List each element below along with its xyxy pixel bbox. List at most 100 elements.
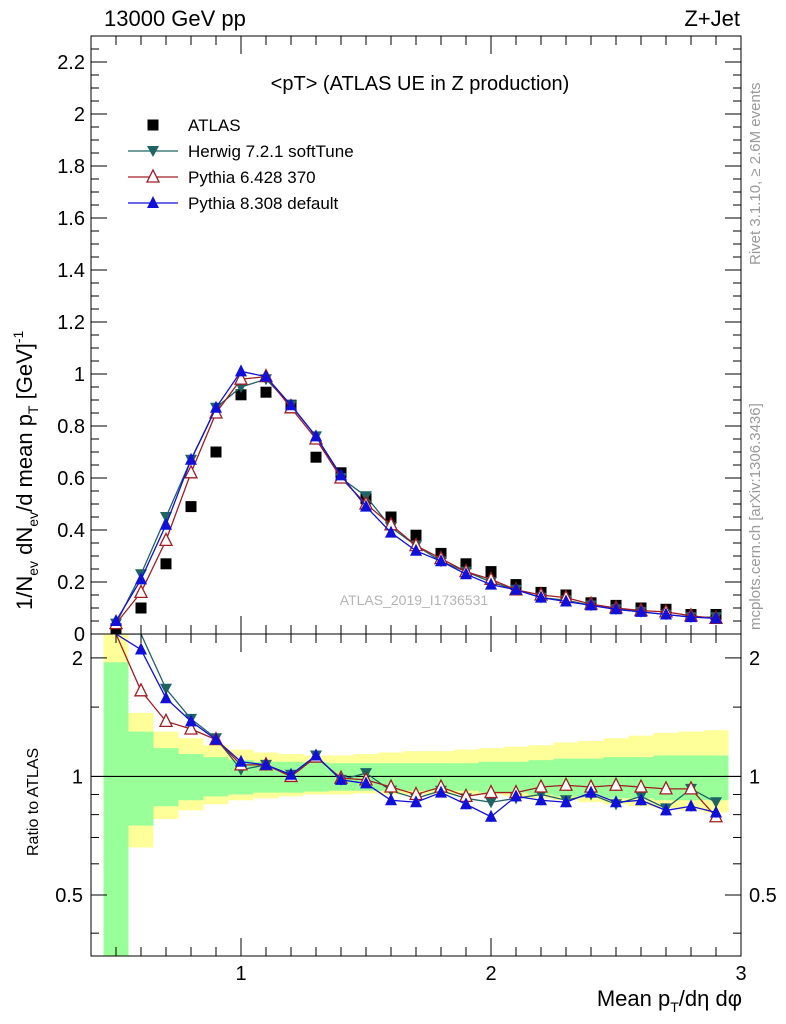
- main-y-axis-label: 1/Nev dNev/d mean pT [GeV]-1: [10, 330, 41, 610]
- data-point: [135, 572, 147, 585]
- data-point: [585, 598, 597, 611]
- main-y-tick-label: 1.8: [57, 156, 85, 178]
- legend-marker: [147, 119, 159, 131]
- data-point: [160, 517, 172, 530]
- ratio-y-tick-label-right: 2: [749, 648, 760, 670]
- ratio-point: [635, 793, 647, 806]
- ratio-point: [158, 712, 174, 728]
- ratio-point: [460, 797, 472, 810]
- data-point: [110, 614, 122, 626]
- data-point: [410, 543, 422, 556]
- main-y-tick-label: 1: [74, 364, 85, 386]
- series-pythia-8-308-default: [110, 364, 722, 626]
- ratio-point: [658, 780, 674, 795]
- ratio-point: [685, 799, 697, 812]
- data-point: [635, 604, 647, 617]
- main-y-tick-label: 1.4: [57, 260, 85, 282]
- rivet-label: Rivet 3.1.10, ≥ 2.6M events: [747, 83, 764, 266]
- ratio-point: [683, 780, 699, 795]
- x-tick-label: 3: [735, 963, 746, 985]
- ratio-point: [660, 803, 672, 816]
- data-point: [235, 389, 247, 401]
- data-point: [310, 429, 322, 442]
- data-point: [610, 602, 622, 615]
- outer-uncertainty-band: [103, 634, 729, 956]
- series-line: [115, 375, 717, 625]
- ratio-point: [385, 793, 397, 806]
- header-process: Z+Jet: [684, 6, 740, 31]
- ratio-point: [533, 778, 549, 793]
- ratio-y-tick-label-right: 1: [749, 766, 760, 788]
- ratio-y-axis-label: Ratio to ATLAS: [25, 748, 42, 856]
- ratio-y-tick-label: 0.5: [55, 885, 83, 907]
- data-point: [360, 499, 372, 512]
- ratio-point: [260, 757, 272, 770]
- data-point: [210, 400, 222, 413]
- data-point: [260, 369, 272, 382]
- ratio-point: [335, 772, 347, 785]
- ratio-y-ticks: 0.5 0.5 1 1 2 2: [55, 648, 777, 934]
- ratio-y-tick-label: 2: [72, 648, 83, 670]
- data-point: [210, 446, 222, 458]
- data-point: [160, 558, 172, 570]
- series-pythia-6-428-370: [108, 368, 724, 630]
- legend-marker: [145, 168, 161, 183]
- series-line: [115, 378, 716, 624]
- main-y-tick-label: 0.6: [57, 468, 85, 490]
- header-energy: 13000 GeV pp: [104, 6, 246, 31]
- ratio-point: [183, 720, 199, 735]
- data-point: [158, 531, 174, 547]
- ratio-point: [560, 795, 572, 808]
- legend: ATLAS Herwig 7.2.1 softTune Pythia 6.428 3…: [128, 116, 354, 213]
- ratio-point: [285, 767, 297, 780]
- ratio-point: [383, 778, 399, 793]
- x-axis-label: Mean pT/dη dφ: [597, 986, 742, 1015]
- ratio-point: [710, 805, 722, 818]
- ratio-x-ticks: 1 2 3: [115, 634, 747, 985]
- data-point: [535, 590, 547, 603]
- data-point: [160, 512, 172, 523]
- data-point: [660, 607, 672, 620]
- main-y-tick-label: 1.2: [57, 312, 85, 334]
- ratio-panel: 0.5 0.5 1 1 2 2 1 2 3 Ratio to ATLAS Mean pT/dη…: [25, 633, 777, 1015]
- data-point: [485, 577, 497, 590]
- ratio-point: [585, 785, 597, 798]
- chart-title: <pT> (ATLAS UE in Z production): [271, 73, 570, 95]
- ratio-point: [608, 776, 624, 791]
- data-point: [235, 364, 247, 377]
- data-point: [310, 451, 322, 463]
- ratio-point: [633, 778, 649, 793]
- ratio-point: [310, 748, 322, 761]
- ratio-series-layer: [115, 634, 724, 823]
- data-point: [460, 567, 472, 580]
- ratio-point: [410, 795, 422, 808]
- data-point: [385, 525, 397, 538]
- ratio-y-tick-label: 1: [72, 766, 83, 788]
- main-panel: 0 0.2 0.4 0.6 0.8 1 1.2 1.4 1.6 1.8 2 2.2 <pT> (ATL…: [10, 35, 742, 646]
- ratio-point: [133, 682, 149, 697]
- data-point: [285, 398, 297, 411]
- main-y-tick-label: 1.6: [57, 208, 85, 230]
- data-point: [410, 529, 422, 541]
- analysis-watermark: ATLAS_2019_I1736531: [340, 592, 489, 608]
- ratio-point: [210, 732, 222, 745]
- ratio-point: [235, 754, 247, 767]
- main-y-tick-label: 2.2: [57, 52, 85, 74]
- data-point: [185, 501, 197, 513]
- ratio-point: [435, 785, 447, 798]
- legend-label: Pythia 6.428 370: [188, 168, 316, 187]
- data-point: [510, 582, 522, 595]
- main-y-tick-label: 0: [74, 624, 85, 646]
- ratio-point: [160, 691, 172, 704]
- main-y-tick-label: 0.4: [57, 520, 85, 542]
- main-y-ticks: 0 0.2 0.4 0.6 0.8 1 1.2 1.4 1.6 1.8 2 2.2: [57, 48, 741, 646]
- ratio-point: [360, 776, 372, 789]
- data-point: [685, 610, 697, 623]
- data-point: [133, 583, 149, 599]
- x-tick-label: 1: [235, 963, 246, 985]
- ratio-point: [558, 776, 574, 791]
- series-line: [115, 370, 717, 622]
- mcplots-label: mcplots.cern.ch [arXiv:1306.3436]: [747, 403, 764, 630]
- legend-label: ATLAS: [188, 116, 241, 135]
- legend-label: Pythia 8.308 default: [188, 194, 339, 213]
